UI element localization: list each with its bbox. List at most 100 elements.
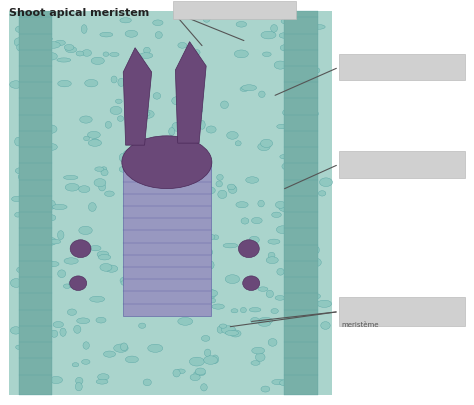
- Ellipse shape: [176, 369, 185, 374]
- Ellipse shape: [310, 294, 320, 299]
- Ellipse shape: [126, 96, 135, 104]
- Ellipse shape: [178, 43, 187, 49]
- Ellipse shape: [77, 318, 90, 324]
- Ellipse shape: [172, 123, 181, 132]
- Ellipse shape: [300, 179, 310, 185]
- Ellipse shape: [64, 176, 78, 180]
- Bar: [339, 298, 465, 326]
- Ellipse shape: [177, 297, 185, 303]
- Ellipse shape: [195, 368, 206, 375]
- Ellipse shape: [19, 292, 32, 301]
- Ellipse shape: [139, 53, 153, 59]
- Ellipse shape: [133, 158, 145, 162]
- Ellipse shape: [255, 353, 265, 362]
- Ellipse shape: [303, 372, 316, 380]
- Ellipse shape: [301, 242, 316, 250]
- Ellipse shape: [100, 264, 112, 271]
- Ellipse shape: [308, 111, 319, 118]
- Ellipse shape: [268, 253, 275, 259]
- Ellipse shape: [201, 187, 215, 195]
- Ellipse shape: [129, 286, 143, 292]
- Ellipse shape: [116, 100, 122, 104]
- Ellipse shape: [110, 107, 122, 115]
- Ellipse shape: [301, 128, 313, 132]
- Ellipse shape: [251, 361, 260, 365]
- Ellipse shape: [119, 167, 128, 173]
- Ellipse shape: [57, 59, 71, 63]
- Ellipse shape: [58, 81, 71, 87]
- Ellipse shape: [130, 132, 138, 141]
- Ellipse shape: [36, 162, 44, 168]
- Ellipse shape: [142, 112, 150, 117]
- Ellipse shape: [57, 231, 64, 240]
- Ellipse shape: [227, 132, 238, 140]
- Ellipse shape: [82, 51, 91, 57]
- Ellipse shape: [153, 94, 161, 100]
- Ellipse shape: [299, 84, 311, 92]
- Ellipse shape: [14, 39, 24, 47]
- Ellipse shape: [35, 190, 44, 199]
- Ellipse shape: [98, 374, 109, 380]
- Ellipse shape: [221, 326, 236, 334]
- Ellipse shape: [46, 126, 57, 134]
- Ellipse shape: [194, 51, 200, 56]
- Ellipse shape: [79, 186, 90, 193]
- Ellipse shape: [310, 258, 321, 267]
- Ellipse shape: [283, 110, 295, 117]
- Ellipse shape: [90, 296, 105, 303]
- Ellipse shape: [301, 89, 316, 94]
- Ellipse shape: [180, 178, 194, 184]
- Ellipse shape: [225, 330, 239, 336]
- Ellipse shape: [39, 296, 52, 304]
- Text: Shoot apical meristem: Shoot apical meristem: [9, 8, 150, 18]
- Ellipse shape: [193, 109, 203, 114]
- Ellipse shape: [200, 121, 205, 130]
- Ellipse shape: [48, 215, 56, 221]
- Ellipse shape: [72, 363, 79, 367]
- Bar: [9, 12, 332, 395]
- Ellipse shape: [258, 287, 268, 292]
- Ellipse shape: [217, 175, 223, 181]
- Ellipse shape: [258, 321, 270, 326]
- Text: meristème: meristème: [341, 321, 379, 327]
- Ellipse shape: [249, 308, 261, 312]
- Ellipse shape: [311, 68, 320, 74]
- Ellipse shape: [192, 244, 208, 252]
- Ellipse shape: [83, 137, 90, 141]
- Ellipse shape: [103, 351, 116, 357]
- Ellipse shape: [31, 81, 43, 85]
- Ellipse shape: [295, 252, 306, 259]
- Ellipse shape: [46, 43, 60, 49]
- Ellipse shape: [280, 155, 289, 160]
- Ellipse shape: [30, 180, 45, 187]
- Ellipse shape: [263, 53, 271, 58]
- Ellipse shape: [138, 323, 146, 328]
- Ellipse shape: [52, 205, 67, 210]
- Ellipse shape: [10, 279, 22, 288]
- Ellipse shape: [131, 147, 141, 153]
- Ellipse shape: [148, 344, 163, 352]
- Ellipse shape: [65, 47, 77, 53]
- Ellipse shape: [213, 235, 219, 240]
- Ellipse shape: [288, 210, 295, 217]
- Ellipse shape: [168, 164, 174, 172]
- Ellipse shape: [11, 197, 21, 202]
- Ellipse shape: [82, 360, 90, 364]
- Ellipse shape: [285, 29, 299, 37]
- Ellipse shape: [225, 275, 240, 284]
- Ellipse shape: [288, 262, 297, 266]
- Ellipse shape: [132, 82, 142, 88]
- Ellipse shape: [60, 328, 66, 337]
- Ellipse shape: [15, 168, 30, 175]
- Ellipse shape: [64, 45, 74, 51]
- Ellipse shape: [17, 267, 24, 273]
- Ellipse shape: [204, 253, 211, 260]
- Ellipse shape: [179, 91, 187, 98]
- Ellipse shape: [53, 322, 64, 328]
- Ellipse shape: [190, 374, 200, 381]
- Ellipse shape: [275, 296, 285, 301]
- Ellipse shape: [169, 303, 180, 309]
- Ellipse shape: [15, 213, 21, 217]
- Ellipse shape: [219, 324, 227, 328]
- Ellipse shape: [45, 262, 59, 267]
